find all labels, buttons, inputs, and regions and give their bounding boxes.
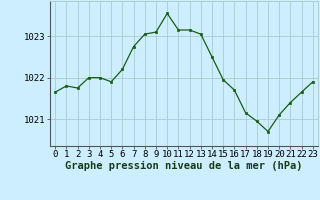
X-axis label: Graphe pression niveau de la mer (hPa): Graphe pression niveau de la mer (hPa) — [65, 161, 303, 171]
